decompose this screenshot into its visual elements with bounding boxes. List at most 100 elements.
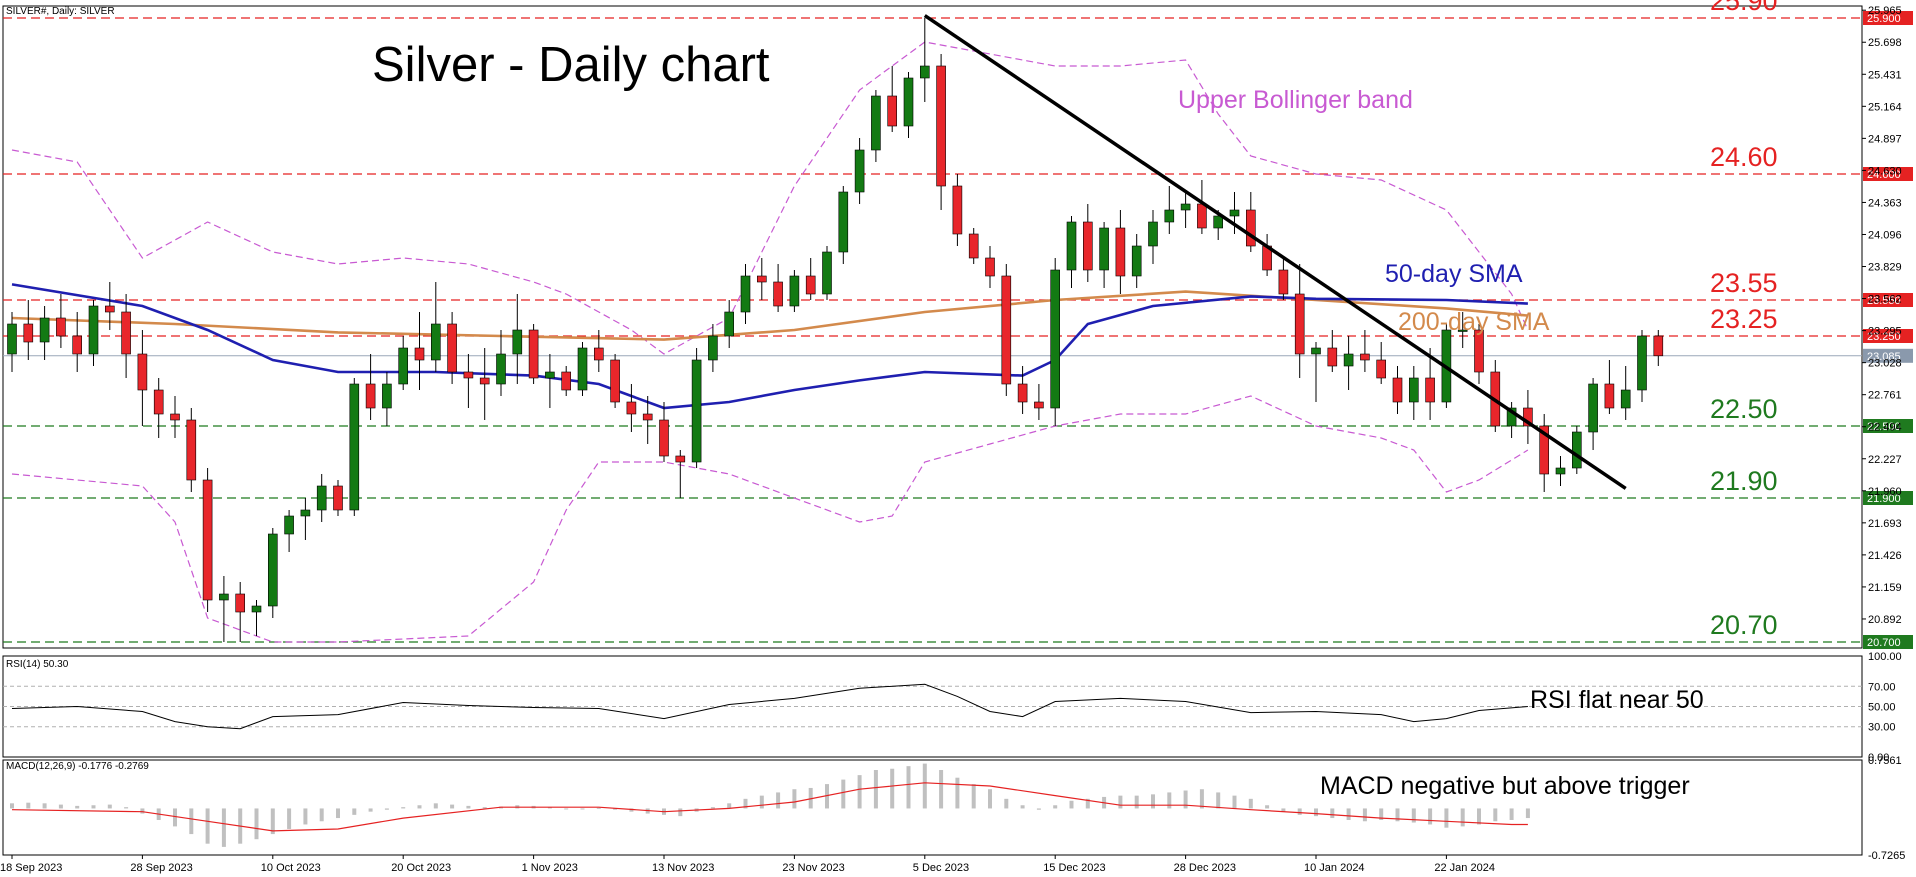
- candle-12: [202, 468, 213, 612]
- macd-tick-label: 0.7561: [1868, 755, 1902, 767]
- level-label-24.60: 24.60: [1710, 142, 1778, 172]
- macd-hist-bar: [1151, 794, 1155, 809]
- macd-hist-bar: [1509, 808, 1514, 820]
- macd-hist-bar: [1395, 808, 1400, 822]
- bear-candle-body: [137, 353, 148, 391]
- macd-hist-bar: [613, 808, 618, 810]
- macd-hist-bar: [1281, 808, 1286, 812]
- time-tick-label: 5 Dec 2023: [913, 862, 969, 874]
- bull-candle-body: [854, 149, 865, 193]
- macd-hist-bar: [857, 775, 862, 809]
- candle-67: [1099, 222, 1109, 288]
- macd-hist-bar: [1444, 808, 1449, 828]
- macd-hist-bar: [1036, 808, 1041, 810]
- candle-62: [1017, 366, 1028, 414]
- macd-hist-bar: [792, 789, 797, 809]
- macd-hist-bar: [1297, 808, 1302, 815]
- sma50-line: [11, 283, 1528, 410]
- macd-hist-bar: [1167, 792, 1172, 809]
- candle-16: [267, 528, 278, 618]
- candle-11: [186, 408, 197, 492]
- time-tick-label: 28 Dec 2023: [1174, 862, 1236, 874]
- price-tick-label: 22.494: [1868, 422, 1902, 434]
- macd-hist-bar: [1330, 808, 1335, 819]
- level-tag-23.250: 23.250: [1867, 331, 1901, 343]
- time-tick-label: 20 Oct 2023: [391, 862, 451, 874]
- bull-candle-body: [512, 329, 523, 355]
- macd-hist-bar: [988, 789, 992, 809]
- bull-candle-body: [316, 485, 327, 511]
- bull-candle-body: [1131, 245, 1142, 277]
- level-label-20.70: 20.70: [1710, 610, 1778, 640]
- time-tick-label: 13 Nov 2023: [652, 862, 714, 874]
- bear-candle-body: [414, 347, 425, 361]
- level-label-23.25: 23.25: [1710, 304, 1778, 334]
- macd-hist-bar: [1020, 805, 1025, 809]
- candle-42: [691, 348, 702, 468]
- bear-candle-body: [1604, 383, 1615, 409]
- macd-hist-bar: [482, 807, 487, 809]
- price-tick-label: 23.562: [1868, 294, 1902, 306]
- macd-hist-bar: [10, 803, 14, 809]
- bear-candle-body: [105, 305, 115, 313]
- time-tick-label: 28 Sep 2023: [130, 862, 192, 874]
- level-tag-box: [1863, 293, 1913, 307]
- macd-hist-bar: [596, 807, 601, 809]
- bear-candle-body: [235, 593, 245, 613]
- time-tick-label: 1 Nov 2023: [522, 862, 578, 874]
- price-tick-label: 25.698: [1868, 37, 1902, 49]
- candle-47: [773, 264, 783, 312]
- candle-84: [1376, 342, 1386, 384]
- macd-hist-bar: [401, 807, 406, 809]
- rsi-tick-label: 30.00: [1868, 722, 1896, 734]
- level-tag-box: [1863, 491, 1913, 505]
- bear-candle-body: [1474, 329, 1484, 373]
- macd-hist-bar: [1411, 808, 1416, 823]
- price-tick-label: 20.892: [1868, 614, 1902, 626]
- macd-hist-bar: [1216, 792, 1221, 809]
- rsi-annotation: RSI flat near 50: [1530, 686, 1704, 714]
- bull-candle-body: [1409, 377, 1419, 403]
- bear-candle-body: [170, 413, 180, 421]
- price-tick-label: 24.096: [1868, 229, 1902, 241]
- bear-candle-body: [756, 275, 767, 283]
- bear-candle-body: [365, 383, 376, 409]
- price-tick-label: 21.426: [1868, 550, 1902, 562]
- macd-hist-bar: [58, 804, 63, 809]
- level-tag-box: [1863, 635, 1913, 649]
- macd-hist-bar: [678, 808, 683, 817]
- level-tag-25.900: 25.900: [1867, 13, 1901, 25]
- bear-candle-body: [1539, 425, 1549, 475]
- candle-2: [39, 306, 50, 360]
- bear-candle-body: [675, 455, 686, 463]
- candle-99: [1620, 366, 1631, 420]
- candle-18: [300, 498, 311, 540]
- level-tag-box: [1863, 329, 1913, 343]
- bear-candle-body: [659, 419, 669, 457]
- macd-hist-bar: [1379, 808, 1384, 820]
- macd-hist-bar: [1460, 808, 1465, 827]
- candle-68: [1115, 210, 1126, 294]
- bull-candle-body: [496, 353, 506, 385]
- macd-tick-label: -0.7265: [1868, 850, 1905, 862]
- candle-6: [105, 282, 115, 330]
- macd-hist-bar: [189, 808, 194, 835]
- bear-candle-body: [626, 401, 637, 415]
- macd-hist-bar: [547, 807, 552, 809]
- macd-hist-bar: [841, 779, 846, 809]
- bear-candle-body: [72, 335, 82, 355]
- macd-hist-bar: [450, 804, 455, 809]
- bull-candle-body: [1099, 227, 1109, 271]
- bear-candle-body: [23, 323, 34, 343]
- macd-hist-bar: [710, 807, 715, 809]
- candle-27: [447, 312, 457, 384]
- macd-hist-bar: [1314, 808, 1318, 817]
- macd-hist-bar: [825, 784, 829, 809]
- candle-7: [121, 294, 131, 378]
- candle-79: [1294, 264, 1305, 378]
- sma50-label: 50-day SMA: [1385, 260, 1523, 288]
- rsi-tick-label: 70.00: [1868, 681, 1896, 693]
- bull-candle-body: [708, 335, 718, 361]
- candle-65: [1066, 216, 1077, 288]
- level-tag-20.700: 20.700: [1867, 637, 1901, 649]
